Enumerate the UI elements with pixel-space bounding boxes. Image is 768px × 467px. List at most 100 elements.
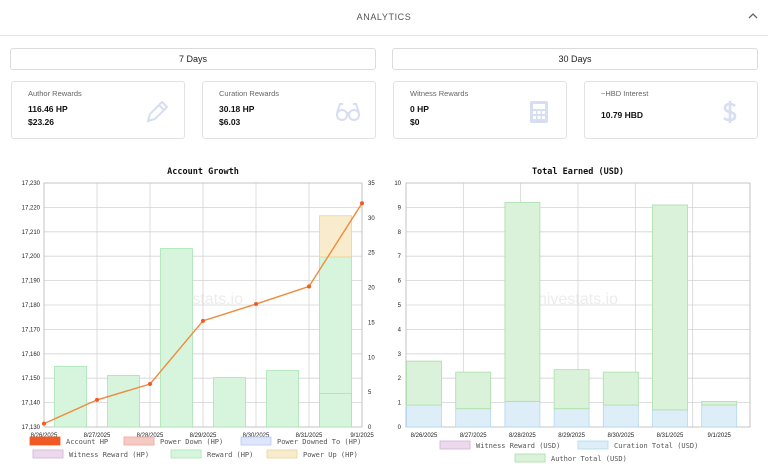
y-tick-left: 17,180: [22, 303, 41, 309]
legend-swatch: [439, 440, 471, 450]
y-tick-right: 25: [368, 251, 375, 257]
account-hp-point: [42, 421, 46, 426]
x-tick: 8/31/2025: [657, 433, 684, 439]
author-bar: [504, 202, 541, 402]
seven-days-button[interactable]: 7 Days: [10, 48, 376, 70]
y-tick-right: 10: [368, 355, 375, 361]
author-bar: [406, 360, 442, 406]
curation-bar: [455, 408, 492, 428]
y-tick-right: 35: [368, 181, 375, 187]
legend-swatch: [240, 436, 272, 446]
curation-bar: [602, 404, 639, 428]
plot-frame: [43, 182, 363, 428]
x-tick: 8/27/2025: [84, 433, 111, 439]
legend-swatch: [123, 436, 155, 446]
y-tick: 9: [398, 205, 402, 211]
curation-bar: [504, 400, 541, 428]
legend-label: Witness Reward (USD): [476, 442, 560, 450]
y-tick-right: 15: [368, 320, 375, 326]
card-label: ~HBD Interest: [601, 89, 649, 98]
y-tick: 6: [398, 279, 402, 285]
legend-label: Power Down (HP): [160, 438, 223, 446]
y-tick-right: 5: [368, 390, 372, 396]
author-bar: [602, 371, 639, 406]
y-tick-right: 30: [368, 216, 375, 222]
account-growth-chart: Account Growthhivestats.io17,13017,14017…: [22, 167, 376, 459]
y-tick: 3: [398, 352, 402, 358]
author-bar: [553, 369, 590, 410]
curation-rewards-card: Curation Rewards 30.18 HP $6.03: [202, 81, 376, 139]
legend-label: Reward (HP): [207, 451, 253, 459]
y-tick-left: 17,140: [22, 401, 41, 407]
x-tick: 8/31/2025: [296, 433, 323, 439]
reward-bar: [213, 377, 246, 428]
account-hp-point: [307, 284, 311, 289]
card-value-usd: $23.26: [28, 117, 54, 127]
legend-swatch: [514, 453, 546, 463]
y-tick-left: 17,170: [22, 327, 41, 333]
y-tick-right: 20: [368, 286, 375, 292]
legend-label: Account HP: [66, 438, 108, 446]
y-tick: 5: [398, 303, 402, 309]
card-value-hbd: 10.79 HBD: [601, 110, 644, 120]
chart-title: Total Earned (USD): [532, 167, 624, 177]
reward-bar: [160, 248, 193, 428]
y-tick-left: 17,210: [22, 230, 41, 236]
y-tick-left: 17,150: [22, 376, 41, 382]
dollar-icon: [723, 101, 737, 123]
x-tick: 9/1/2025: [708, 433, 732, 439]
witness-rewards-card: Witness Rewards 0 HP $0: [393, 81, 567, 139]
card-value-hp: 116.46 HP: [28, 104, 68, 114]
card-label: Witness Rewards: [410, 89, 469, 98]
card-label: Curation Rewards: [219, 89, 280, 98]
y-tick-left: 17,130: [22, 425, 41, 431]
account-hp-point: [201, 318, 205, 323]
curation-bar: [701, 404, 738, 428]
x-tick: 8/29/2025: [190, 433, 217, 439]
y-tick-right: 0: [368, 425, 372, 431]
reward-bar: [319, 393, 352, 428]
account-hp-point: [95, 397, 99, 402]
curation-bar: [406, 404, 442, 428]
account-hp-point: [360, 201, 364, 206]
y-tick-left: 17,230: [22, 181, 41, 187]
account-hp-point: [148, 382, 152, 387]
x-tick: 8/30/2025: [607, 433, 634, 439]
legend-swatch: [266, 449, 298, 459]
legend-label: Curation Total (USD): [614, 442, 698, 450]
author-bar: [701, 400, 738, 406]
x-tick: 8/26/2025: [411, 433, 438, 439]
account-hp-point: [254, 302, 258, 307]
analytics-header[interactable]: ANALYTICS: [0, 0, 768, 36]
curation-bar: [652, 409, 688, 428]
card-label: Author Rewards: [28, 89, 82, 98]
calculator-icon: [530, 101, 548, 123]
legend-swatch: [29, 436, 61, 446]
y-tick: 1: [398, 401, 402, 407]
thirty-days-button[interactable]: 30 Days: [392, 48, 758, 70]
chevron-up-icon[interactable]: [746, 9, 760, 23]
pencil-icon: [146, 100, 169, 123]
y-tick: 2: [398, 376, 402, 382]
y-tick: 10: [394, 181, 401, 187]
y-tick: 7: [398, 254, 402, 260]
y-tick-left: 17,190: [22, 279, 41, 285]
hbd-interest-card: ~HBD Interest 10.79 HBD: [584, 81, 758, 139]
legend-label: Witness Reward (HP): [69, 451, 149, 459]
legend-label: Power Up (HP): [303, 451, 358, 459]
y-tick: 8: [398, 230, 402, 236]
legend-label: Author Total (USD): [551, 455, 627, 463]
reward-bar: [107, 375, 140, 428]
analytics-title: ANALYTICS: [356, 12, 412, 22]
legend-swatch: [32, 449, 64, 459]
card-value-usd: $0: [410, 117, 420, 127]
x-tick: 8/30/2025: [243, 433, 270, 439]
total-earned-chart: Total Earned (USD)hivestats.io0123456789…: [394, 167, 751, 463]
y-tick: 0: [398, 425, 402, 431]
curation-bar: [553, 408, 590, 428]
y-tick-left: 17,220: [22, 205, 41, 211]
author-rewards-card: Author Rewards 116.46 HP $23.26: [11, 81, 185, 139]
reward-bar: [266, 370, 299, 428]
x-tick: 8/28/2025: [137, 433, 164, 439]
x-tick: 8/29/2025: [558, 433, 585, 439]
